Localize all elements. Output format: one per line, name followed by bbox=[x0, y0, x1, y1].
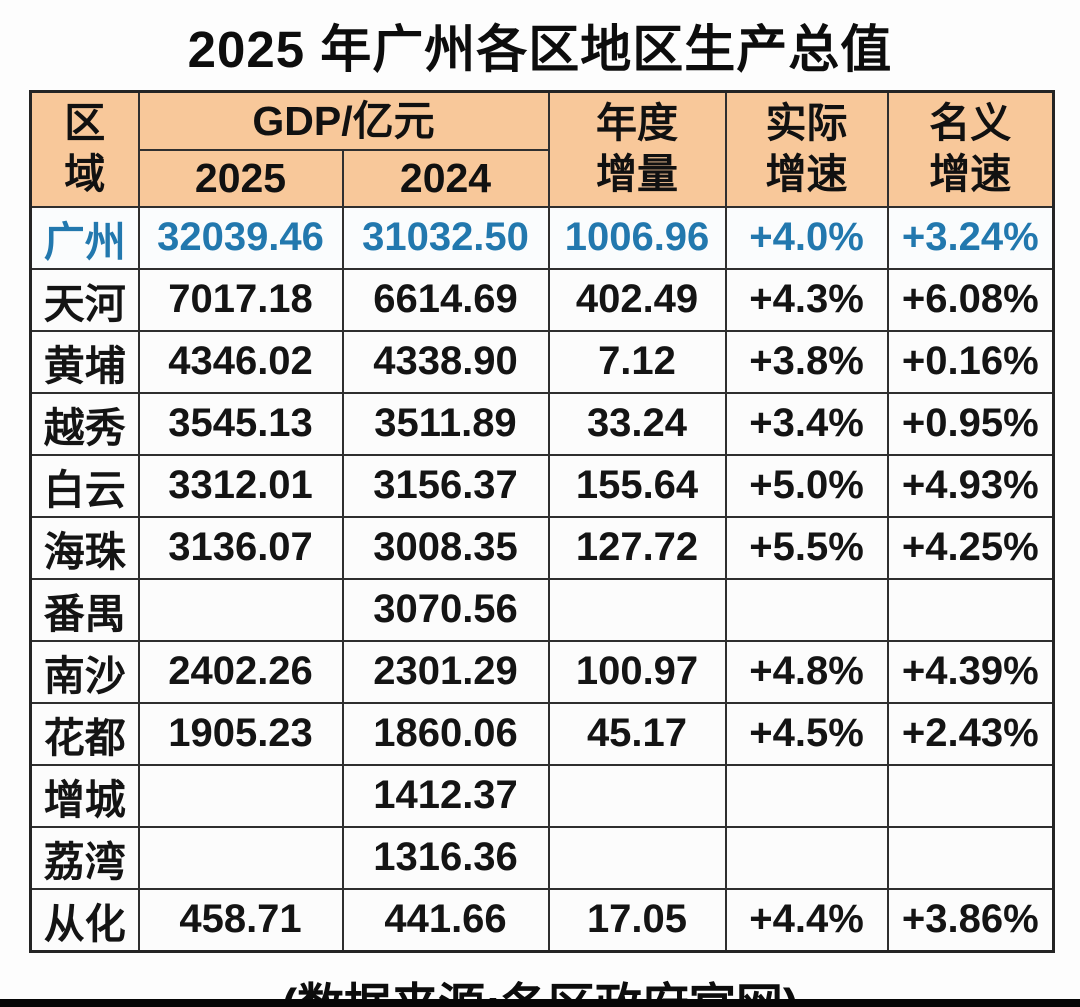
region-cell: 白云 bbox=[29, 453, 140, 518]
increment-cell bbox=[547, 825, 727, 890]
real-growth-cell: +4.0% bbox=[724, 205, 889, 270]
real-growth-cell bbox=[724, 577, 889, 642]
gdp-2025-cell bbox=[137, 577, 344, 642]
increment-cell: 33.24 bbox=[547, 391, 727, 456]
nominal-growth-cell bbox=[886, 577, 1055, 642]
table-row-huadu: 花都 1905.23 1860.06 45.17 +4.5% +2.43% bbox=[29, 701, 1055, 766]
region-cell: 花都 bbox=[29, 701, 140, 766]
header-year-2024: 2024 bbox=[341, 148, 550, 208]
gdp-2024-cell: 31032.50 bbox=[341, 205, 550, 270]
gdp-2025-cell bbox=[137, 763, 344, 828]
gdp-2025-cell: 1905.23 bbox=[137, 701, 344, 766]
increment-cell: 127.72 bbox=[547, 515, 727, 580]
table-row-guangzhou: 广州 32039.46 31032.50 1006.96 +4.0% +3.24… bbox=[29, 205, 1055, 270]
increment-cell bbox=[547, 763, 727, 828]
table-row-panyu: 番禺 3070.56 bbox=[29, 577, 1055, 642]
table-row-baiyun: 白云 3312.01 3156.37 155.64 +5.0% +4.93% bbox=[29, 453, 1055, 518]
real-growth-cell bbox=[724, 763, 889, 828]
region-cell: 广州 bbox=[29, 205, 140, 270]
increment-cell bbox=[547, 577, 727, 642]
nominal-growth-cell bbox=[886, 825, 1055, 890]
gdp-2024-cell: 4338.90 bbox=[341, 329, 550, 394]
increment-cell: 100.97 bbox=[547, 639, 727, 704]
region-cell: 南沙 bbox=[29, 639, 140, 704]
nominal-growth-cell: +0.95% bbox=[886, 391, 1055, 456]
region-cell: 天河 bbox=[29, 267, 140, 332]
table-row-huangpu: 黄埔 4346.02 4338.90 7.12 +3.8% +0.16% bbox=[29, 329, 1055, 394]
region-cell: 越秀 bbox=[29, 391, 140, 456]
header-region: 区域 bbox=[29, 90, 140, 208]
gdp-2025-cell: 32039.46 bbox=[137, 205, 344, 270]
nominal-growth-cell: +0.16% bbox=[886, 329, 1055, 394]
region-cell: 荔湾 bbox=[29, 825, 140, 890]
real-growth-cell: +3.8% bbox=[724, 329, 889, 394]
page-title: 2025 年广州各区地区生产总值 bbox=[187, 21, 893, 78]
gdp-2024-cell: 1860.06 bbox=[341, 701, 550, 766]
nominal-growth-cell bbox=[886, 763, 1055, 828]
real-growth-cell bbox=[724, 825, 889, 890]
gdp-2025-cell: 4346.02 bbox=[137, 329, 344, 394]
nominal-growth-cell: +3.86% bbox=[886, 887, 1055, 952]
gdp-2024-cell: 3008.35 bbox=[341, 515, 550, 580]
header-real-growth: 实际增速 bbox=[724, 90, 889, 208]
gdp-2025-cell: 2402.26 bbox=[137, 639, 344, 704]
real-growth-cell: +4.8% bbox=[724, 639, 889, 704]
region-cell: 黄埔 bbox=[29, 329, 140, 394]
gdp-2024-cell: 441.66 bbox=[341, 887, 550, 952]
gdp-2025-cell: 3545.13 bbox=[137, 391, 344, 456]
region-cell: 海珠 bbox=[29, 515, 140, 580]
real-growth-cell: +4.5% bbox=[724, 701, 889, 766]
gdp-2024-cell: 1316.36 bbox=[341, 825, 550, 890]
gdp-2024-cell: 3511.89 bbox=[341, 391, 550, 456]
gdp-2024-cell: 1412.37 bbox=[341, 763, 550, 828]
increment-cell: 17.05 bbox=[547, 887, 727, 952]
table-body: 广州 32039.46 31032.50 1006.96 +4.0% +3.24… bbox=[29, 205, 1055, 952]
increment-cell: 45.17 bbox=[547, 701, 727, 766]
real-growth-cell: +3.4% bbox=[724, 391, 889, 456]
gdp-2024-cell: 3156.37 bbox=[341, 453, 550, 518]
real-growth-cell: +4.3% bbox=[724, 267, 889, 332]
increment-cell: 1006.96 bbox=[547, 205, 727, 270]
nominal-growth-cell: +4.25% bbox=[886, 515, 1055, 580]
region-cell: 增城 bbox=[29, 763, 140, 828]
gdp-2024-cell: 2301.29 bbox=[341, 639, 550, 704]
region-cell: 番禺 bbox=[29, 577, 140, 642]
nominal-growth-cell: +2.43% bbox=[886, 701, 1055, 766]
table-row-tianhe: 天河 7017.18 6614.69 402.49 +4.3% +6.08% bbox=[29, 267, 1055, 332]
gdp-2025-cell: 458.71 bbox=[137, 887, 344, 952]
gdp-2024-cell: 3070.56 bbox=[341, 577, 550, 642]
gdp-2025-cell bbox=[137, 825, 344, 890]
header-annual-increment: 年度增量 bbox=[547, 90, 727, 208]
increment-cell: 7.12 bbox=[547, 329, 727, 394]
table-header: 区域 GDP/亿元 年度增量 实际增速 名义增速 2025 2024 bbox=[29, 90, 1055, 208]
nominal-growth-cell: +3.24% bbox=[886, 205, 1055, 270]
nominal-growth-cell: +4.39% bbox=[886, 639, 1055, 704]
real-growth-cell: +5.5% bbox=[724, 515, 889, 580]
header-year-2025: 2025 bbox=[137, 148, 344, 208]
table-row-zengcheng: 增城 1412.37 bbox=[29, 763, 1055, 828]
table-row-nansha: 南沙 2402.26 2301.29 100.97 +4.8% +4.39% bbox=[29, 639, 1055, 704]
table-row-yuexiu: 越秀 3545.13 3511.89 33.24 +3.4% +0.95% bbox=[29, 391, 1055, 456]
increment-cell: 155.64 bbox=[547, 453, 727, 518]
region-cell: 从化 bbox=[29, 887, 140, 952]
gdp-table: 区域 GDP/亿元 年度增量 实际增速 名义增速 2025 2024 广州 32… bbox=[29, 90, 1055, 953]
nominal-growth-cell: +4.93% bbox=[886, 453, 1055, 518]
gdp-2025-cell: 3312.01 bbox=[137, 453, 344, 518]
table-row-conghua: 从化 458.71 441.66 17.05 +4.4% +3.86% bbox=[29, 887, 1055, 952]
header-nominal-growth: 名义增速 bbox=[886, 90, 1055, 208]
table-row-haizhu: 海珠 3136.07 3008.35 127.72 +5.5% +4.25% bbox=[29, 515, 1055, 580]
nominal-growth-cell: +6.08% bbox=[886, 267, 1055, 332]
bottom-black-bar bbox=[0, 999, 1080, 1007]
gdp-2025-cell: 7017.18 bbox=[137, 267, 344, 332]
gdp-2024-cell: 6614.69 bbox=[341, 267, 550, 332]
increment-cell: 402.49 bbox=[547, 267, 727, 332]
gdp-2025-cell: 3136.07 bbox=[137, 515, 344, 580]
real-growth-cell: +5.0% bbox=[724, 453, 889, 518]
real-growth-cell: +4.4% bbox=[724, 887, 889, 952]
table-row-liwan: 荔湾 1316.36 bbox=[29, 825, 1055, 890]
header-gdp-group: GDP/亿元 bbox=[137, 90, 550, 151]
